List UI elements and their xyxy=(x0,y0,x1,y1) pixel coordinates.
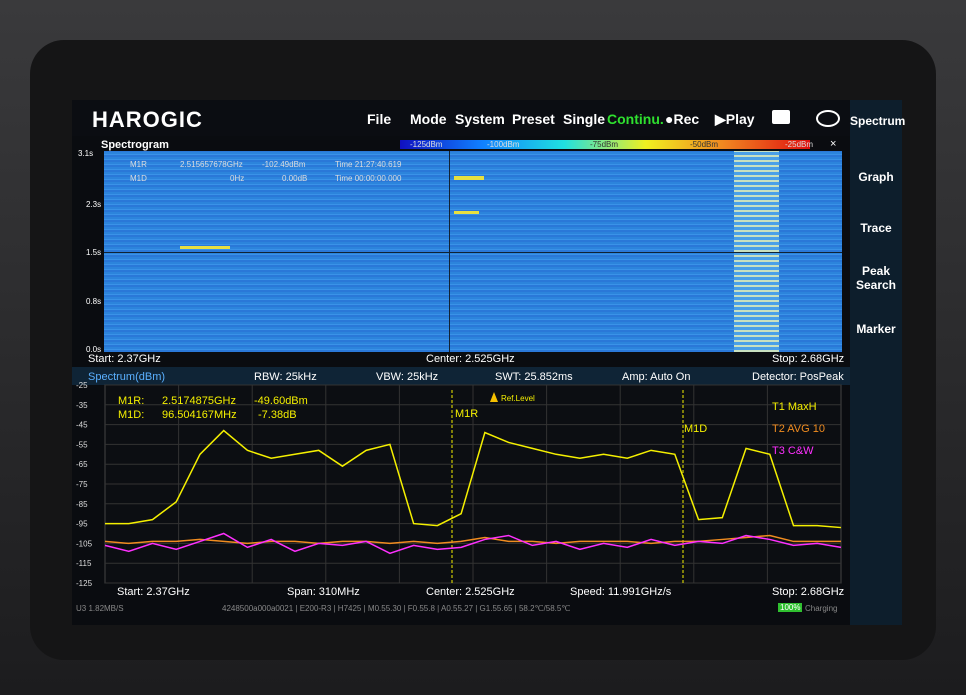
marker-name: M1D xyxy=(130,174,147,183)
trace xyxy=(105,429,842,529)
legend-entry: T1 MaxH xyxy=(772,401,817,413)
brand: HAROGIC xyxy=(92,107,203,132)
y-tick-label: -75 xyxy=(76,480,88,489)
setting: VBW: 25kHz xyxy=(376,371,439,383)
time-tick: 0.0s xyxy=(86,345,102,354)
marker-time: Time 21:27:40.619 xyxy=(335,160,402,169)
y-tick-label: -65 xyxy=(76,460,88,469)
battery: 100% xyxy=(778,603,803,612)
marker-tag: M1R xyxy=(455,408,479,420)
side-spectrum[interactable]: Spectrum xyxy=(850,114,906,128)
side-trace[interactable]: Trace xyxy=(860,221,892,235)
speed-label: Speed: 11.991GHz/s xyxy=(570,586,672,598)
marker-freq: 0Hz xyxy=(230,174,245,183)
menu-system[interactable]: System xyxy=(455,111,505,127)
charging: Charging xyxy=(805,604,838,613)
side-peak-search[interactable]: Peak Search xyxy=(855,264,897,292)
time-tick: 2.3s xyxy=(86,200,102,209)
data-rate: U3 1.82MB/S xyxy=(76,604,124,613)
marker-name: M1D: xyxy=(118,409,145,421)
center-label: Center: 2.525GHz xyxy=(426,586,515,598)
spectrogram-title: Spectrogram xyxy=(101,139,169,151)
y-tick-label: -55 xyxy=(76,440,88,449)
scale-label: -75dBm xyxy=(590,140,619,149)
marker-level: 0.00dB xyxy=(282,174,308,183)
sidebar xyxy=(850,100,902,625)
time-tick: 0.8s xyxy=(86,297,102,306)
marker-name: M1R: xyxy=(118,395,145,407)
side-marker[interactable]: Marker xyxy=(856,322,896,336)
eye-icon[interactable] xyxy=(816,110,840,127)
y-tick-label: -85 xyxy=(76,500,88,509)
marker-level: -49.60dBm xyxy=(254,395,308,407)
top-bar xyxy=(72,100,850,136)
color-scale xyxy=(400,140,810,149)
start-label: Start: 2.37GHz xyxy=(117,586,190,598)
center-label: Center: 2.525GHz xyxy=(426,353,515,365)
scale-label: -125dBm xyxy=(410,140,443,149)
setting: Detector: PosPeak xyxy=(752,371,844,383)
start-label: Start: 2.37GHz xyxy=(88,353,161,365)
trace xyxy=(104,534,841,545)
setting: RBW: 25kHz xyxy=(254,371,317,383)
device-info: 4248500a000a0021 | E200-R3 | H7425 | M0.… xyxy=(222,604,571,613)
trace xyxy=(104,532,842,555)
side-graph[interactable]: Graph xyxy=(858,170,894,184)
setting: SWT: 25.852ms xyxy=(495,371,573,383)
y-tick-label: -35 xyxy=(76,401,88,410)
spectrum-title: Spectrum(dBm) xyxy=(88,371,166,383)
ref-level-icon xyxy=(490,392,498,402)
time-tick: 1.5s xyxy=(86,248,102,257)
marker-tag: M1D xyxy=(684,423,708,435)
setting: Amp: Auto On xyxy=(622,371,691,383)
scale-label: -100dBm xyxy=(487,140,520,149)
time-tick: 3.1s xyxy=(78,149,94,158)
y-tick-label: -105 xyxy=(76,539,93,548)
spectrum-plot: -25 -35 -45 -55 -65 -75 -85 -95 -105 -115 -125 xyxy=(76,381,842,588)
marker-time: Time 00:00:00.000 xyxy=(335,174,402,183)
menu-single[interactable]: Single xyxy=(563,111,606,127)
stop-label: Stop: 2.68GHz xyxy=(772,353,845,365)
marker-freq: 96.504167MHz xyxy=(162,409,237,421)
marker-level: -7.38dB xyxy=(258,409,297,421)
y-tick-label: -125 xyxy=(76,579,93,588)
stop-label: Stop: 2.68GHz xyxy=(772,586,845,598)
spectrogram-waterfall xyxy=(104,151,842,352)
marker-level: -102.49dBm xyxy=(262,160,306,169)
y-tick-label: -115 xyxy=(76,559,92,568)
marker-freq: 2.515657678GHz xyxy=(180,160,243,169)
marker-freq: 2.5174875GHz xyxy=(162,395,236,407)
menu-file[interactable]: File xyxy=(367,111,392,127)
menu-mode[interactable]: Mode xyxy=(410,111,447,127)
menu-play[interactable]: ▶Play xyxy=(715,111,755,127)
legend-entry: T3 C&W xyxy=(772,445,814,457)
span-label: Span: 310MHz xyxy=(287,586,360,598)
y-tick-label: -25 xyxy=(76,381,88,390)
scale-label: -50dBm xyxy=(690,140,719,149)
menu-preset[interactable]: Preset xyxy=(512,111,555,127)
marker-name: M1R xyxy=(130,160,147,169)
menu-rec[interactable]: ●Rec xyxy=(665,111,700,127)
ref-level: Ref.Level xyxy=(501,394,535,403)
menu-continuous[interactable]: Continu. xyxy=(607,111,664,127)
scale-label: -25dBm xyxy=(785,140,814,149)
camera-icon[interactable] xyxy=(772,110,790,124)
close-button[interactable]: × xyxy=(830,138,837,150)
y-tick-label: -45 xyxy=(76,421,88,430)
spectrum-header xyxy=(72,367,850,385)
legend-entry: T2 AVG 10 xyxy=(772,423,825,435)
y-tick-label: -95 xyxy=(76,520,88,529)
